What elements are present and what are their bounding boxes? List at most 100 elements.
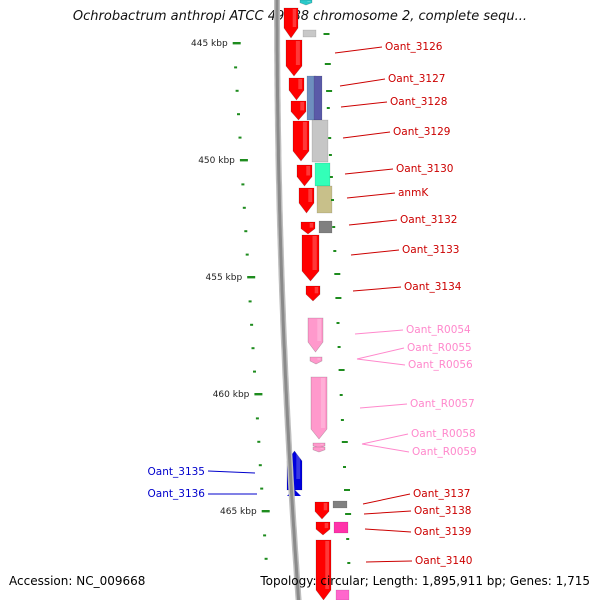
gene-leader-line (348, 219, 398, 226)
scale-minor-tick (263, 534, 267, 537)
feature-block (311, 119, 329, 163)
scale-minor-tick (235, 89, 239, 92)
gene-label[interactable]: Oant_3129 (393, 126, 450, 138)
scale-minor-tick (341, 441, 348, 443)
gene-label[interactable]: Oant_3137 (413, 488, 470, 500)
cds-arrow-minus-shade (296, 452, 301, 479)
gene-label[interactable]: Oant_3140 (415, 555, 472, 567)
scale-minor-tick (255, 417, 259, 420)
rna-arrow (309, 356, 323, 365)
gene-label[interactable]: Oant_3134 (404, 281, 462, 293)
feature-block (332, 500, 348, 509)
scale-minor-tick (340, 419, 344, 421)
scale-minor-tick (328, 137, 332, 139)
gene-label[interactable]: Oant_3126 (385, 41, 443, 53)
scale-minor-tick (339, 394, 343, 396)
scale-minor-tick (245, 253, 249, 256)
gene-label[interactable]: Oant_3138 (414, 505, 471, 517)
cds-arrow (296, 164, 313, 187)
scale-tick-label: 455 kbp (206, 273, 243, 283)
gene-leader-line (346, 192, 396, 199)
scale-minor-tick (332, 226, 336, 228)
cds-arrow (300, 221, 316, 235)
gene-label[interactable]: Oant_R0054 (406, 324, 471, 336)
cds-arrow (283, 7, 299, 39)
scale-minor-tick (241, 183, 245, 186)
scale-major-tick (232, 42, 241, 45)
gene-leader-line (342, 131, 391, 139)
scale-minor-tick (333, 250, 337, 252)
gene-leader-line (365, 560, 413, 563)
scale-major-tick (247, 276, 256, 279)
feature-block (302, 29, 317, 38)
cds-arrow (290, 100, 307, 121)
scale-minor-tick (346, 538, 350, 540)
cds-arrow-shade (292, 9, 297, 27)
gene-label[interactable]: Oant_R0059 (412, 446, 477, 458)
gene-leader-line (361, 443, 410, 453)
gene-label[interactable]: anmK (398, 187, 429, 199)
feature-block (333, 521, 349, 534)
cds-arrow-shade (312, 236, 317, 270)
scale-major-tick (261, 510, 270, 513)
gene-leader-line (362, 493, 411, 505)
gene-label[interactable]: Oant_3130 (396, 163, 453, 175)
scale-minor-tick (251, 347, 255, 350)
gene-leader-line (354, 329, 404, 335)
cds-arrow (301, 234, 320, 282)
scale-tick-label: 445 kbp (191, 39, 228, 49)
cds-arrow (314, 501, 330, 520)
scale-minor-tick (344, 489, 350, 491)
scale-minor-tick (335, 297, 342, 299)
gene-label[interactable]: Oant_3128 (390, 96, 447, 108)
gene-leader-line (340, 101, 388, 108)
scale-minor-tick (323, 33, 330, 35)
gene-label[interactable]: Oant_3132 (400, 214, 457, 226)
gene-label[interactable]: Oant_3127 (388, 73, 445, 85)
cds-arrow-shade (308, 189, 313, 202)
cds-arrow-shade (314, 287, 319, 294)
scale-minor-tick (337, 346, 341, 348)
cds-arrow (299, 0, 313, 6)
scale-minor-tick (257, 440, 261, 443)
gene-leader-line (356, 358, 406, 366)
scale-major-tick (239, 159, 248, 162)
gene-label[interactable]: Oant_R0055 (407, 342, 472, 354)
gene-label[interactable]: Oant_R0057 (410, 398, 475, 410)
feature-block (318, 220, 333, 234)
rna-arrow-shade (320, 448, 324, 449)
gene-leader-line (339, 78, 386, 87)
gene-leader-line (352, 286, 402, 292)
backbone-line (275, 0, 301, 600)
scale-minor-tick (343, 466, 346, 468)
rna-arrow (312, 446, 326, 453)
cds-arrow-shade (302, 122, 307, 150)
scale-minor-tick (248, 300, 252, 303)
scale-minor-tick (328, 154, 332, 156)
genome-stats-text: Topology: circular; Length: 1,895,911 bp… (260, 574, 590, 588)
scale-minor-tick (331, 199, 334, 201)
gene-label[interactable]: Oant_R0056 (408, 359, 473, 371)
cds-arrow (315, 521, 331, 536)
gene-label[interactable]: Oant_3136 (148, 488, 206, 500)
cds-arrow (285, 39, 303, 77)
cds-arrow (315, 539, 332, 600)
cds-arrow-shade (306, 166, 311, 176)
gene-leader-line (361, 433, 409, 445)
map-title: Ochrobactrum anthropi ATCC 49188 chromos… (72, 9, 528, 24)
scale-minor-tick (329, 176, 333, 178)
gene-label[interactable]: Oant_3135 (148, 466, 205, 478)
cds-arrow-shade (300, 102, 305, 111)
cds-arrow (292, 120, 310, 162)
scale-minor-tick (260, 487, 264, 490)
gene-label[interactable]: Oant_3133 (402, 244, 459, 256)
scale-tick-label: 460 kbp (213, 390, 250, 400)
rna-arrow (312, 442, 326, 449)
cds-arrow-shade (323, 503, 328, 511)
gene-label[interactable]: Oant_3139 (414, 526, 471, 538)
rna-arrow-shade (317, 358, 321, 360)
gene-label[interactable]: Oant_R0058 (411, 428, 476, 440)
cds-arrow-shade (324, 523, 329, 529)
